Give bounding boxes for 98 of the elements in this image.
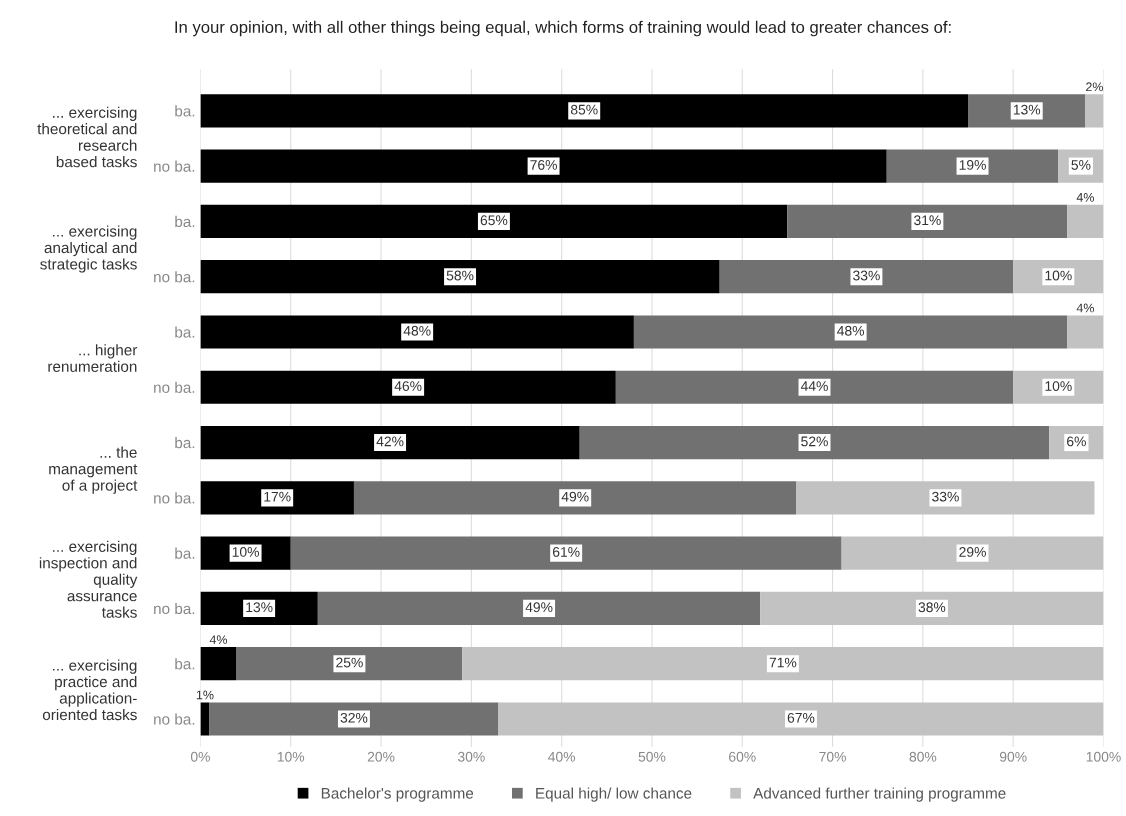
data-label: 48% <box>837 325 865 336</box>
bar <box>462 647 1104 681</box>
data-label: 4% <box>1076 303 1095 313</box>
data-label: 33% <box>932 491 959 502</box>
data-label: 85% <box>570 104 598 115</box>
legend-label: Advanced further training programme <box>753 787 1006 802</box>
data-label: 29% <box>959 547 986 557</box>
bar <box>200 204 788 238</box>
text: ... exercising analytical and strategic tasks <box>40 225 137 273</box>
data-label: 4% <box>1076 193 1095 202</box>
y-tick-label: no ba. <box>154 381 195 393</box>
data-label: 49% <box>561 491 589 502</box>
x-tick-label: 20% <box>367 751 395 762</box>
text: ... higher renumeration <box>48 344 138 372</box>
data-label: 25% <box>336 657 363 668</box>
bar <box>498 702 1104 736</box>
data-label: 31% <box>914 215 941 226</box>
bar <box>886 149 1059 183</box>
x-tick-label: 30% <box>457 751 485 762</box>
data-label: 65% <box>480 215 508 226</box>
data-label: 76% <box>530 160 557 170</box>
data-label: 38% <box>918 602 946 613</box>
data-label: 5% <box>1071 160 1091 170</box>
bar <box>200 315 634 349</box>
chart-title: In your opinion, with all other things being equal, which forms of training would lead to greater chances of: <box>175 20 951 37</box>
bar <box>796 481 1095 515</box>
bar <box>200 647 237 681</box>
data-label: 2% <box>1086 82 1104 92</box>
x-tick-label: 0% <box>190 751 210 762</box>
data-label: 32% <box>340 712 368 723</box>
data-label: 1% <box>196 690 214 700</box>
bar <box>200 702 210 736</box>
data-label: 4% <box>209 635 228 645</box>
data-label: 6% <box>1067 436 1086 447</box>
data-label: 13% <box>246 602 273 613</box>
y-tick-label: ba. <box>175 326 195 338</box>
data-label: 10% <box>1045 381 1072 391</box>
data-label: 42% <box>376 436 404 447</box>
bar <box>787 204 1068 238</box>
data-label: 58% <box>446 270 474 281</box>
data-label: 19% <box>959 160 986 170</box>
y-tick-label: ba. <box>175 437 195 449</box>
bar <box>615 370 1014 404</box>
y-tick-label: ba. <box>175 658 195 670</box>
bar <box>200 370 616 404</box>
legend-label: Equal high/ low chance <box>536 787 692 802</box>
x-tick-label: 10% <box>277 751 305 762</box>
bar <box>1085 94 1104 128</box>
bar <box>579 425 1050 460</box>
text: ... exercising inspection and quality assurance tasks <box>39 540 138 618</box>
data-label: 48% <box>403 325 431 336</box>
bar <box>633 315 1068 349</box>
bar <box>200 260 720 294</box>
bar <box>317 591 761 626</box>
bar <box>200 425 580 460</box>
y-tick-label: no ba. <box>154 271 195 283</box>
data-label: 67% <box>787 712 815 723</box>
bar <box>200 94 969 128</box>
y-tick-label: no ba. <box>154 160 195 172</box>
data-label: 17% <box>264 491 291 502</box>
x-tick-label: 50% <box>638 751 666 762</box>
bar <box>236 647 463 681</box>
x-tick-label: 60% <box>729 751 756 762</box>
text: ... exercising practice and application- oriented tasks <box>42 659 137 721</box>
data-label: 10% <box>1045 270 1072 281</box>
x-tick-label: 70% <box>819 751 846 762</box>
legend-label: Bachelor's programme <box>321 787 474 802</box>
text: ... exercising theoretical and research based tasks <box>37 106 137 168</box>
data-label: 49% <box>525 602 553 613</box>
x-tick-label: 80% <box>909 751 937 762</box>
x-tick-label: 40% <box>548 751 576 762</box>
bar <box>719 260 1014 294</box>
x-tick-label: 100% <box>1086 751 1121 762</box>
data-label: 46% <box>394 381 422 391</box>
text: ... the management of a project <box>49 446 138 494</box>
bar <box>353 481 797 515</box>
y-tick-label: ba. <box>175 215 195 228</box>
bar <box>1067 315 1104 349</box>
bar <box>290 536 842 570</box>
y-tick-label: no ba. <box>154 713 195 725</box>
y-tick-label: no ba. <box>154 602 195 615</box>
data-label: 10% <box>232 547 259 557</box>
y-tick-label: ba. <box>175 105 195 117</box>
data-label: 61% <box>552 547 580 557</box>
bar <box>760 591 1104 626</box>
bar <box>1067 204 1104 238</box>
bar <box>841 536 1104 570</box>
x-tick-label: 90% <box>999 751 1027 762</box>
data-label: 44% <box>800 381 828 391</box>
y-tick-label: no ba. <box>154 492 195 504</box>
data-label: 52% <box>801 436 828 447</box>
y-tick-label: ba. <box>175 547 195 559</box>
data-label: 13% <box>1013 104 1041 115</box>
bar <box>200 149 887 183</box>
data-label: 71% <box>769 657 797 668</box>
bar <box>209 702 499 736</box>
data-label: 33% <box>853 270 880 281</box>
bar <box>200 481 354 515</box>
